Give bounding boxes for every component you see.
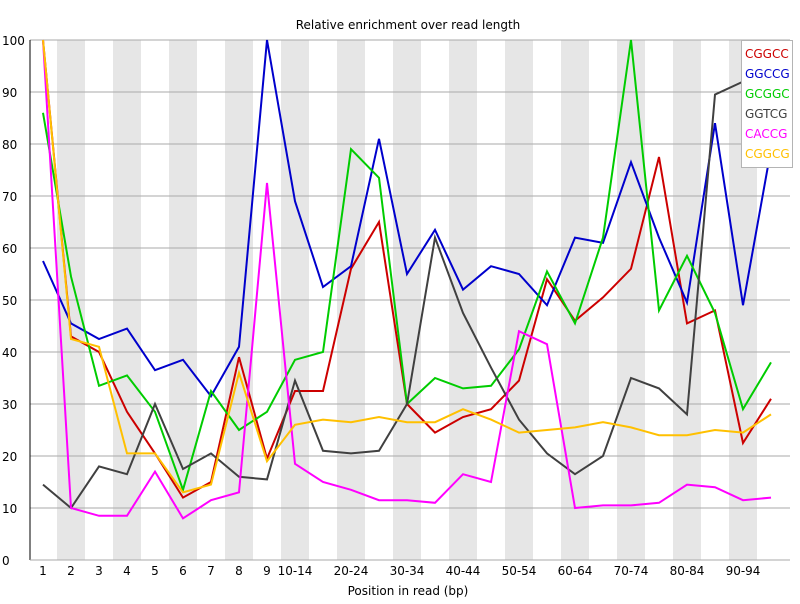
x-tick-label: 2 bbox=[67, 564, 75, 578]
legend-item-gcggc: GCGGC bbox=[745, 87, 790, 101]
x-tick-label: 20-24 bbox=[334, 564, 369, 578]
y-tick-label: 20 bbox=[2, 450, 17, 464]
chart-title: Relative enrichment over read length bbox=[296, 18, 521, 32]
x-tick-label: 3 bbox=[95, 564, 103, 578]
data-series bbox=[42, 39, 772, 520]
x-axis-label: Position in read (bp) bbox=[348, 584, 469, 598]
legend: CGGCC GGCCG GCGGC GGTCG CACCG CGGCG bbox=[741, 40, 793, 168]
y-tick-label: 30 bbox=[2, 398, 17, 412]
y-axis-tick-labels: 0 10 20 30 40 50 60 70 80 90 100 bbox=[2, 34, 25, 568]
legend-item-ggccg: GGCCG bbox=[745, 67, 790, 81]
x-tick-label: 60-64 bbox=[558, 564, 593, 578]
x-tick-label: 7 bbox=[207, 564, 215, 578]
y-tick-label: 10 bbox=[2, 502, 17, 516]
y-tick-label: 70 bbox=[2, 190, 17, 204]
x-tick-label: 70-74 bbox=[614, 564, 649, 578]
y-tick-label: 90 bbox=[2, 86, 17, 100]
x-tick-label: 90-94 bbox=[726, 564, 761, 578]
legend-item-caccg: CACCG bbox=[745, 127, 788, 141]
x-tick-label: 80-84 bbox=[670, 564, 705, 578]
y-tick-label: 0 bbox=[2, 554, 10, 568]
y-tick-label: 80 bbox=[2, 138, 17, 152]
x-tick-label: 50-54 bbox=[502, 564, 537, 578]
series-line-cggcg bbox=[42, 39, 772, 494]
x-tick-label: 1 bbox=[39, 564, 47, 578]
x-tick-label: 40-44 bbox=[446, 564, 481, 578]
series-line-caccg bbox=[42, 39, 772, 520]
legend-item-ggtcg: GGTCG bbox=[745, 107, 788, 121]
x-tick-label: 10-14 bbox=[278, 564, 313, 578]
series-line-ggtcg bbox=[42, 65, 772, 510]
y-tick-label: 50 bbox=[2, 294, 17, 308]
legend-item-cggcg: CGGCG bbox=[745, 147, 790, 161]
x-axis-tick-labels: 1 2 3 4 5 6 7 8 9 10-14 20-24 30-34 40-44 50-54 60-64 7… bbox=[39, 564, 760, 578]
x-tick-label: 6 bbox=[179, 564, 187, 578]
y-tick-label: 60 bbox=[2, 242, 17, 256]
x-tick-label: 9 bbox=[263, 564, 271, 578]
legend-item-cggcc: CGGCC bbox=[745, 47, 789, 61]
x-tick-label: 4 bbox=[123, 564, 131, 578]
y-tick-label: 40 bbox=[2, 346, 17, 360]
x-tick-label: 8 bbox=[235, 564, 243, 578]
x-tick-label: 30-34 bbox=[390, 564, 425, 578]
x-tick-label: 5 bbox=[151, 564, 159, 578]
y-tick-label: 100 bbox=[2, 34, 25, 48]
